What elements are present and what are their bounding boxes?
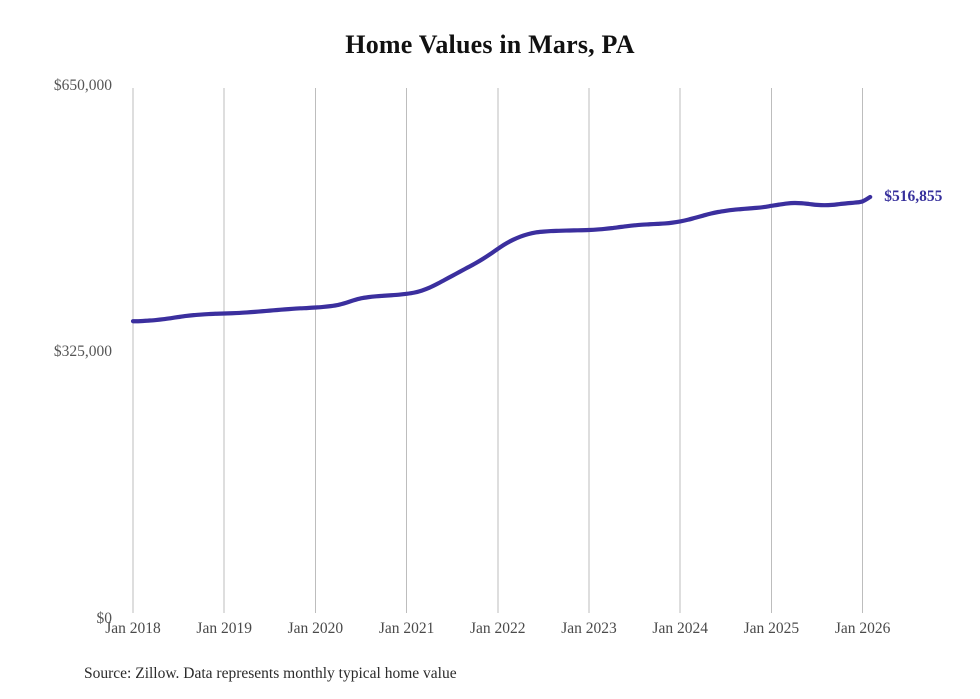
y-axis-labels: $650,000 $325,000 $0 [0, 0, 112, 699]
x-axis-tick-4: Jan 2022 [470, 620, 526, 637]
y-axis-tick-2: $0 [96, 610, 113, 627]
source-note: Source: Zillow. Data represents monthly … [84, 665, 457, 682]
series-line-typical-home-value [130, 194, 873, 324]
x-axis-tick-0: Jan 2018 [105, 620, 161, 637]
x-axis-tick-8: Jan 2026 [834, 620, 891, 637]
end-value-label: $516,855 [884, 187, 943, 205]
x-axis-tick-5: Jan 2023 [561, 620, 617, 637]
x-axis-tick-6: Jan 2024 [652, 620, 708, 637]
x-axis-tick-2: Jan 2020 [287, 620, 344, 637]
gridlines-group [132, 88, 864, 613]
y-axis-tick-0: $650,000 [53, 77, 112, 94]
chart-title: Home Values in Mars, PA [345, 30, 635, 59]
x-axis-tick-7: Jan 2025 [743, 620, 800, 637]
x-axis-tick-3: Jan 2021 [378, 620, 435, 637]
x-axis-tick-1: Jan 2019 [196, 620, 252, 637]
y-axis-tick-1: $325,000 [53, 343, 112, 360]
